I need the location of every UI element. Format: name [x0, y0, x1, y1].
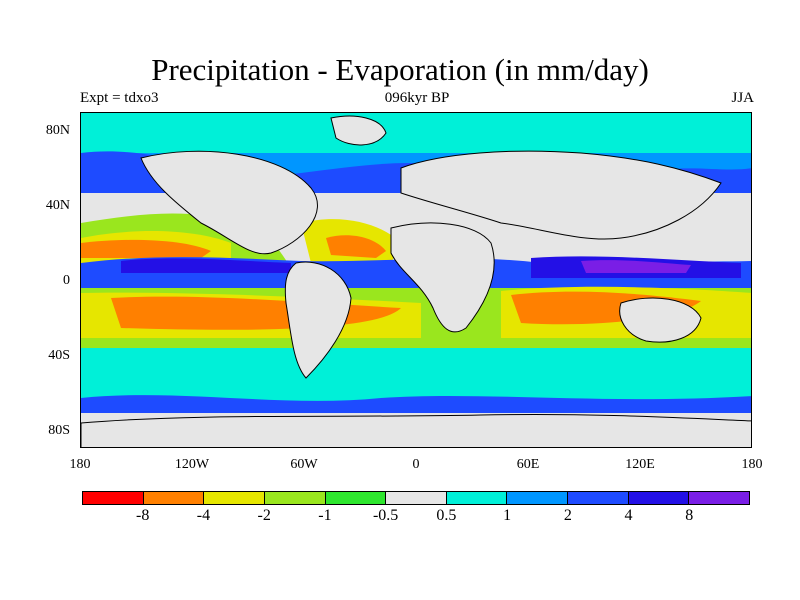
lon-label-0: 0: [412, 457, 420, 472]
colorbar-box: [204, 492, 265, 504]
colorbar-label: 1: [503, 507, 512, 524]
colorbar-box: [143, 492, 205, 504]
antarctica-outline: [81, 414, 751, 447]
map-panel: [80, 112, 752, 448]
lon-label-60e: 60E: [516, 457, 540, 472]
colorbar: [82, 491, 750, 505]
colorbar-box: [386, 492, 447, 504]
lat-label-40s: 40S: [48, 348, 70, 363]
plot-title: Precipitation - Evaporation (in mm/day): [151, 52, 649, 87]
colorbar-label: -8: [136, 507, 150, 524]
south-america-outline: [284, 261, 352, 379]
greenland-outline: [330, 115, 387, 146]
time-label: 096kyr BP: [384, 90, 450, 106]
precip-evap-field: [81, 113, 751, 447]
lat-label-80n: 80N: [45, 123, 70, 138]
field-region: [326, 235, 386, 258]
field-region: [81, 395, 751, 413]
australia-outline: [619, 297, 702, 343]
colorbar-box: [83, 492, 144, 504]
colorbar-label: 2: [563, 507, 572, 524]
colorbar-box: [507, 492, 569, 504]
colorbar-label: 8: [685, 507, 694, 524]
eurasia-outline: [400, 150, 722, 240]
lon-label-120e: 120E: [625, 457, 655, 472]
colorbar-label: 4: [624, 507, 633, 524]
colorbar-label: -4: [196, 507, 211, 524]
colorbar-label: -1: [318, 507, 332, 524]
colorbar-box: [568, 492, 629, 504]
lat-label-40n: 40N: [45, 198, 70, 213]
colorbar-box: [628, 492, 690, 504]
colorbar-box: [264, 492, 326, 504]
season-label: JJA: [731, 90, 754, 106]
field-region: [581, 260, 691, 273]
field-region: [81, 239, 211, 258]
experiment-label: Expt = tdxo3: [80, 90, 159, 106]
colorbar-box: [446, 492, 508, 504]
colorbar-label: -0.5: [372, 507, 399, 524]
lon-label-180e: 180: [741, 457, 763, 472]
colorbar-label: 0.5: [436, 507, 457, 524]
lon-label-60w: 60W: [290, 457, 318, 472]
lon-label-120w: 120W: [174, 457, 210, 472]
north-america-outline: [140, 150, 318, 255]
africa-outline: [390, 222, 495, 333]
colorbar-label: -2: [257, 507, 271, 524]
field-region: [121, 258, 291, 273]
colorbar-box: [325, 492, 387, 504]
lat-label-80s: 80S: [48, 423, 70, 438]
lat-label-eq: 0: [63, 273, 70, 288]
field-region: [81, 113, 751, 153]
lon-label-180w: 180: [69, 457, 91, 472]
colorbar-box: [689, 492, 750, 504]
